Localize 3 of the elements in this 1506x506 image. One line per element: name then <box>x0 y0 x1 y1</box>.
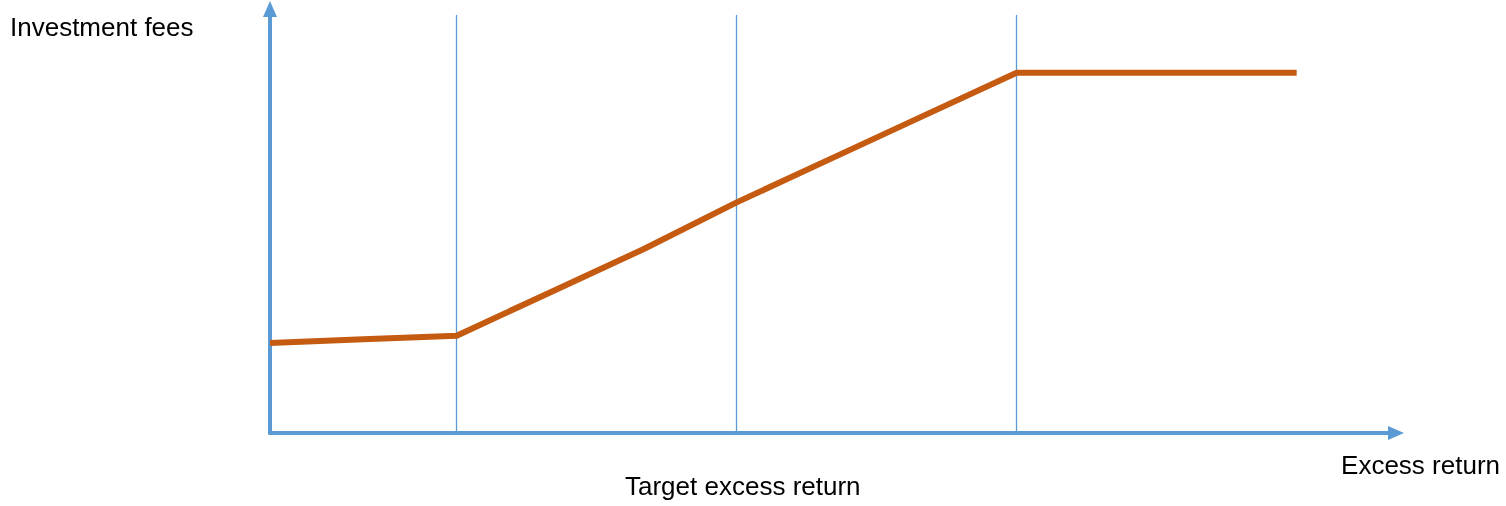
text: Target excess return <box>625 471 861 501</box>
x-axis-title: Excess return <box>1341 450 1501 480</box>
y-axis-title: Investment fees <box>10 12 194 42</box>
